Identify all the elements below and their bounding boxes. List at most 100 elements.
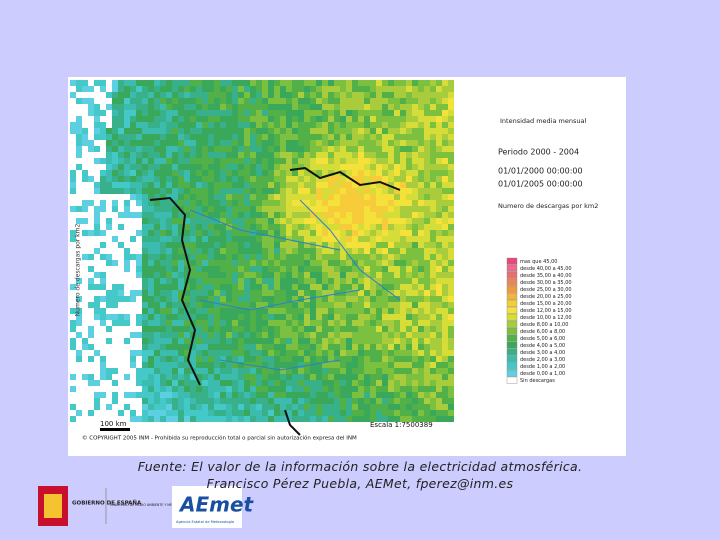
grid-cell [118, 134, 124, 140]
grid-cell [184, 338, 190, 344]
grid-cell [238, 122, 244, 128]
grid-cell [352, 248, 358, 254]
grid-cell [328, 218, 334, 224]
grid-cell [148, 392, 154, 398]
grid-cell [322, 224, 328, 230]
grid-cell [250, 236, 256, 242]
grid-cell [142, 308, 148, 314]
grid-cell [304, 302, 310, 308]
grid-cell [250, 116, 256, 122]
grid-cell [136, 368, 142, 374]
grid-cell [346, 380, 352, 386]
grid-cell [304, 260, 310, 266]
grid-cell [406, 290, 412, 296]
grid-cell [388, 134, 394, 140]
grid-cell [178, 230, 184, 236]
grid-cell [364, 80, 370, 86]
grid-cell [406, 152, 412, 158]
grid-cell [328, 362, 334, 368]
grid-cell [400, 134, 406, 140]
grid-cell [244, 386, 250, 392]
grid-cell [262, 404, 268, 410]
grid-cell [388, 248, 394, 254]
grid-cell [166, 92, 172, 98]
grid-cell [448, 356, 454, 362]
grid-cell [328, 164, 334, 170]
legend-swatch [506, 264, 518, 272]
grid-cell [262, 140, 268, 146]
grid-cell [334, 350, 340, 356]
grid-cell [358, 320, 364, 326]
grid-cell [328, 230, 334, 236]
grid-cell [382, 134, 388, 140]
grid-cell [196, 110, 202, 116]
grid-cell [370, 170, 376, 176]
grid-cell [268, 134, 274, 140]
grid-cell [358, 266, 364, 272]
grid-cell [244, 368, 250, 374]
grid-cell [172, 344, 178, 350]
grid-cell [244, 236, 250, 242]
grid-cell [262, 194, 268, 200]
grid-cell [364, 122, 370, 128]
grid-cell [322, 362, 328, 368]
grid-cell [238, 290, 244, 296]
grid-cell [430, 284, 436, 290]
grid-cell [136, 110, 142, 116]
grid-cell [190, 218, 196, 224]
grid-cell [424, 362, 430, 368]
grid-cell [172, 266, 178, 272]
grid-cell [244, 98, 250, 104]
grid-cell [208, 236, 214, 242]
grid-cell [340, 146, 346, 152]
grid-cell [136, 170, 142, 176]
grid-cell [136, 254, 142, 260]
grid-cell [256, 374, 262, 380]
grid-cell [190, 386, 196, 392]
grid-cell [184, 92, 190, 98]
grid-cell [106, 140, 112, 146]
grid-cell [262, 110, 268, 116]
grid-cell [166, 380, 172, 386]
grid-cell [130, 128, 136, 134]
grid-cell [328, 350, 334, 356]
grid-cell [310, 110, 316, 116]
grid-cell [214, 260, 220, 266]
grid-cell [424, 224, 430, 230]
grid-cell [184, 230, 190, 236]
grid-cell [244, 320, 250, 326]
grid-cell [304, 182, 310, 188]
grid-cell [184, 128, 190, 134]
grid-cell [328, 110, 334, 116]
grid-cell [424, 326, 430, 332]
grid-cell [220, 404, 226, 410]
grid-cell [376, 92, 382, 98]
grid-cell [424, 254, 430, 260]
grid-cell [130, 92, 136, 98]
grid-cell [82, 98, 88, 104]
grid-cell [292, 194, 298, 200]
grid-cell [88, 284, 94, 290]
grid-cell [364, 242, 370, 248]
grid-cell [100, 284, 106, 290]
grid-cell [394, 362, 400, 368]
grid-cell [262, 212, 268, 218]
grid-cell [364, 218, 370, 224]
grid-cell [106, 188, 112, 194]
grid-cell [418, 248, 424, 254]
grid-cell [418, 86, 424, 92]
grid-cell [286, 122, 292, 128]
grid-cell [166, 110, 172, 116]
grid-cell [238, 350, 244, 356]
grid-cell [316, 296, 322, 302]
grid-cell [370, 302, 376, 308]
grid-cell [280, 260, 286, 266]
grid-cell [310, 152, 316, 158]
grid-cell [202, 146, 208, 152]
grid-cell [190, 356, 196, 362]
grid-cell [238, 152, 244, 158]
grid-cell [262, 158, 268, 164]
grid-cell [352, 206, 358, 212]
grid-cell [154, 98, 160, 104]
grid-cell [394, 200, 400, 206]
